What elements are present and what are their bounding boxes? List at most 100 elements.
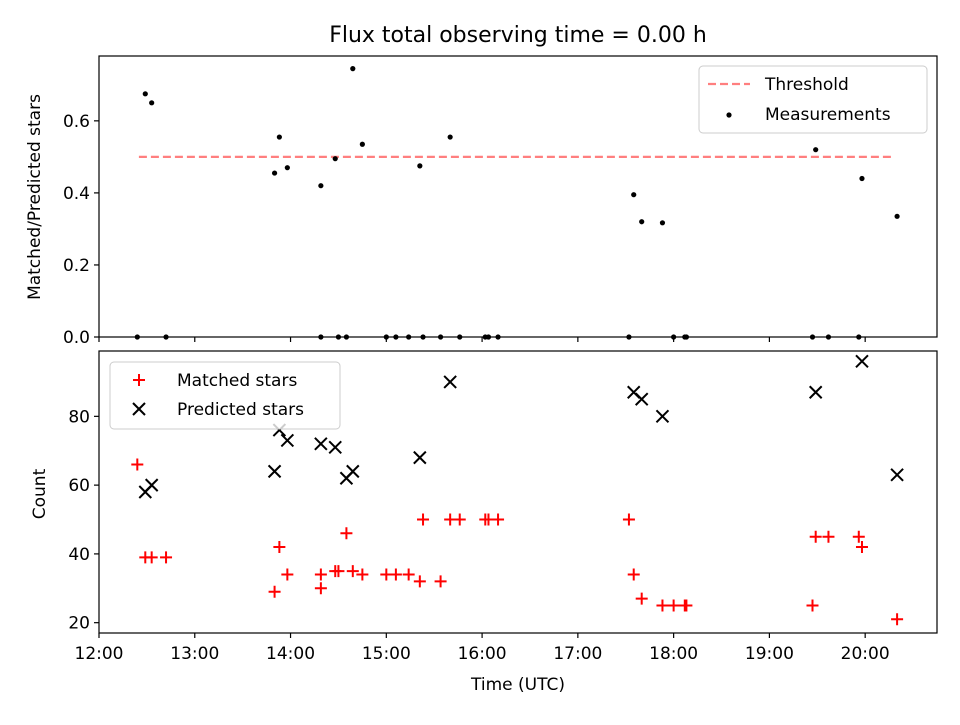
measurement-point [271, 170, 278, 176]
measurement-point [335, 334, 342, 340]
bottom-y-tick-label: 20 [68, 614, 90, 634]
top-legend-box [698, 65, 928, 134]
measurement-point [149, 100, 155, 106]
measurement-point [626, 334, 632, 340]
predicted-star-point [346, 464, 360, 479]
top-y-tick-label: 0.0 [63, 328, 90, 348]
x-axis-label: Time (UTC) [470, 675, 565, 695]
matched-star-point [340, 527, 353, 540]
matched-star-point [809, 530, 822, 543]
top-y-tick-label: 0.2 [63, 256, 90, 276]
x-tick-label: 12:00 [75, 644, 124, 664]
top-y-tick-label: 0.4 [63, 184, 90, 204]
bottom-legend-box [109, 361, 341, 430]
matched-star-point [402, 568, 415, 581]
bottom-axes-series [131, 354, 904, 626]
measurement-point [639, 219, 645, 225]
matched-star-point [635, 592, 648, 605]
matched-star-point [413, 575, 426, 588]
matched-star-point [656, 599, 669, 612]
bottom-y-tick-label: 80 [68, 407, 90, 427]
legend-predicted-swatch [132, 402, 146, 416]
matched-star-point [822, 530, 835, 543]
matched-star-point [389, 568, 402, 581]
measurement-point [856, 334, 862, 340]
predicted-star-point [655, 409, 670, 424]
measurement-point [393, 334, 399, 340]
bottom-legend: Matched stars Predicted stars [109, 361, 341, 430]
bottom-y-tick-label: 60 [68, 476, 90, 496]
predicted-star-point [280, 433, 295, 448]
measurement-point [447, 134, 453, 140]
matched-star-point [417, 513, 430, 526]
matched-star-point [314, 582, 327, 595]
predicted-star-point [314, 437, 328, 451]
measurement-point [683, 334, 689, 340]
bottom-axes-frame [98, 350, 938, 634]
matched-star-point [492, 513, 505, 526]
legend-matched-label: Matched stars [177, 371, 297, 391]
matched-star-point [627, 568, 640, 581]
measurement-point [894, 213, 900, 219]
matched-star-point [273, 541, 286, 554]
legend-matched-swatch [133, 374, 145, 386]
predicted-star-point [443, 375, 457, 389]
measurement-point [142, 91, 148, 97]
matched-star-point [680, 599, 693, 612]
matched-star-point [356, 568, 369, 581]
matched-star-point [852, 530, 865, 543]
matched-star-point [314, 568, 327, 581]
measurement-point [417, 163, 423, 169]
matched-star-point [855, 541, 868, 554]
bottom-axes-ticks: 12:00 13:00 14:00 15:00 16:00 17:00 18:00 19:00… [68, 407, 889, 664]
x-tick-label: 18:00 [649, 644, 698, 664]
legend-predicted-label: Predicted stars [177, 400, 304, 420]
x-tick-label: 14:00 [266, 644, 315, 664]
measurement-point [813, 147, 819, 153]
top-legend: Threshold Measurements [698, 65, 928, 134]
measurement-point [406, 334, 412, 340]
measurement-point [437, 334, 444, 340]
measurement-point [495, 334, 501, 340]
matched-star-point [434, 575, 447, 588]
measurement-point [809, 334, 816, 340]
measurement-point [485, 334, 492, 340]
predicted-star-point [855, 354, 869, 369]
top-y-tick-label: 0.6 [63, 112, 90, 132]
predicted-star-point [144, 478, 159, 492]
matched-star-point [268, 585, 281, 598]
legend-threshold-label: Threshold [764, 75, 849, 95]
matched-star-point [332, 565, 345, 578]
chart-title: Flux total observing time = 0.00 h [329, 23, 707, 48]
matched-star-point [622, 513, 635, 526]
measurement-point [134, 334, 140, 340]
matched-star-point [145, 551, 158, 564]
predicted-star-point [328, 440, 342, 455]
top-y-axis-label: Matched/Predicted stars [25, 94, 45, 300]
matched-star-point [160, 551, 173, 564]
measurement-point [343, 334, 350, 340]
measurement-point [318, 183, 324, 189]
measurement-point [631, 192, 637, 198]
top-axes-ticks: 0.0 0.2 0.4 0.6 [63, 112, 866, 348]
measurement-point [359, 141, 365, 147]
measurement-point [457, 334, 463, 340]
top-axes-frame [98, 55, 938, 338]
x-tick-label: 13:00 [170, 644, 219, 664]
matched-star-point [346, 565, 359, 578]
matched-star-point [131, 458, 144, 471]
bottom-y-tick-label: 40 [68, 545, 90, 565]
x-tick-label: 19:00 [745, 644, 794, 664]
matched-star-point [667, 599, 680, 612]
bottom-axes: 12:00 13:00 14:00 15:00 16:00 17:00 18:00 19:00… [30, 350, 938, 695]
measurement-point [276, 134, 282, 140]
top-axes-series [134, 66, 900, 340]
measurement-point [659, 220, 666, 226]
predicted-star-point [413, 450, 427, 465]
matched-star-point [281, 568, 294, 581]
measurement-point [284, 165, 290, 171]
legend-measurements-swatch [726, 112, 732, 118]
measurement-point [825, 334, 832, 340]
measurement-point [859, 175, 865, 182]
